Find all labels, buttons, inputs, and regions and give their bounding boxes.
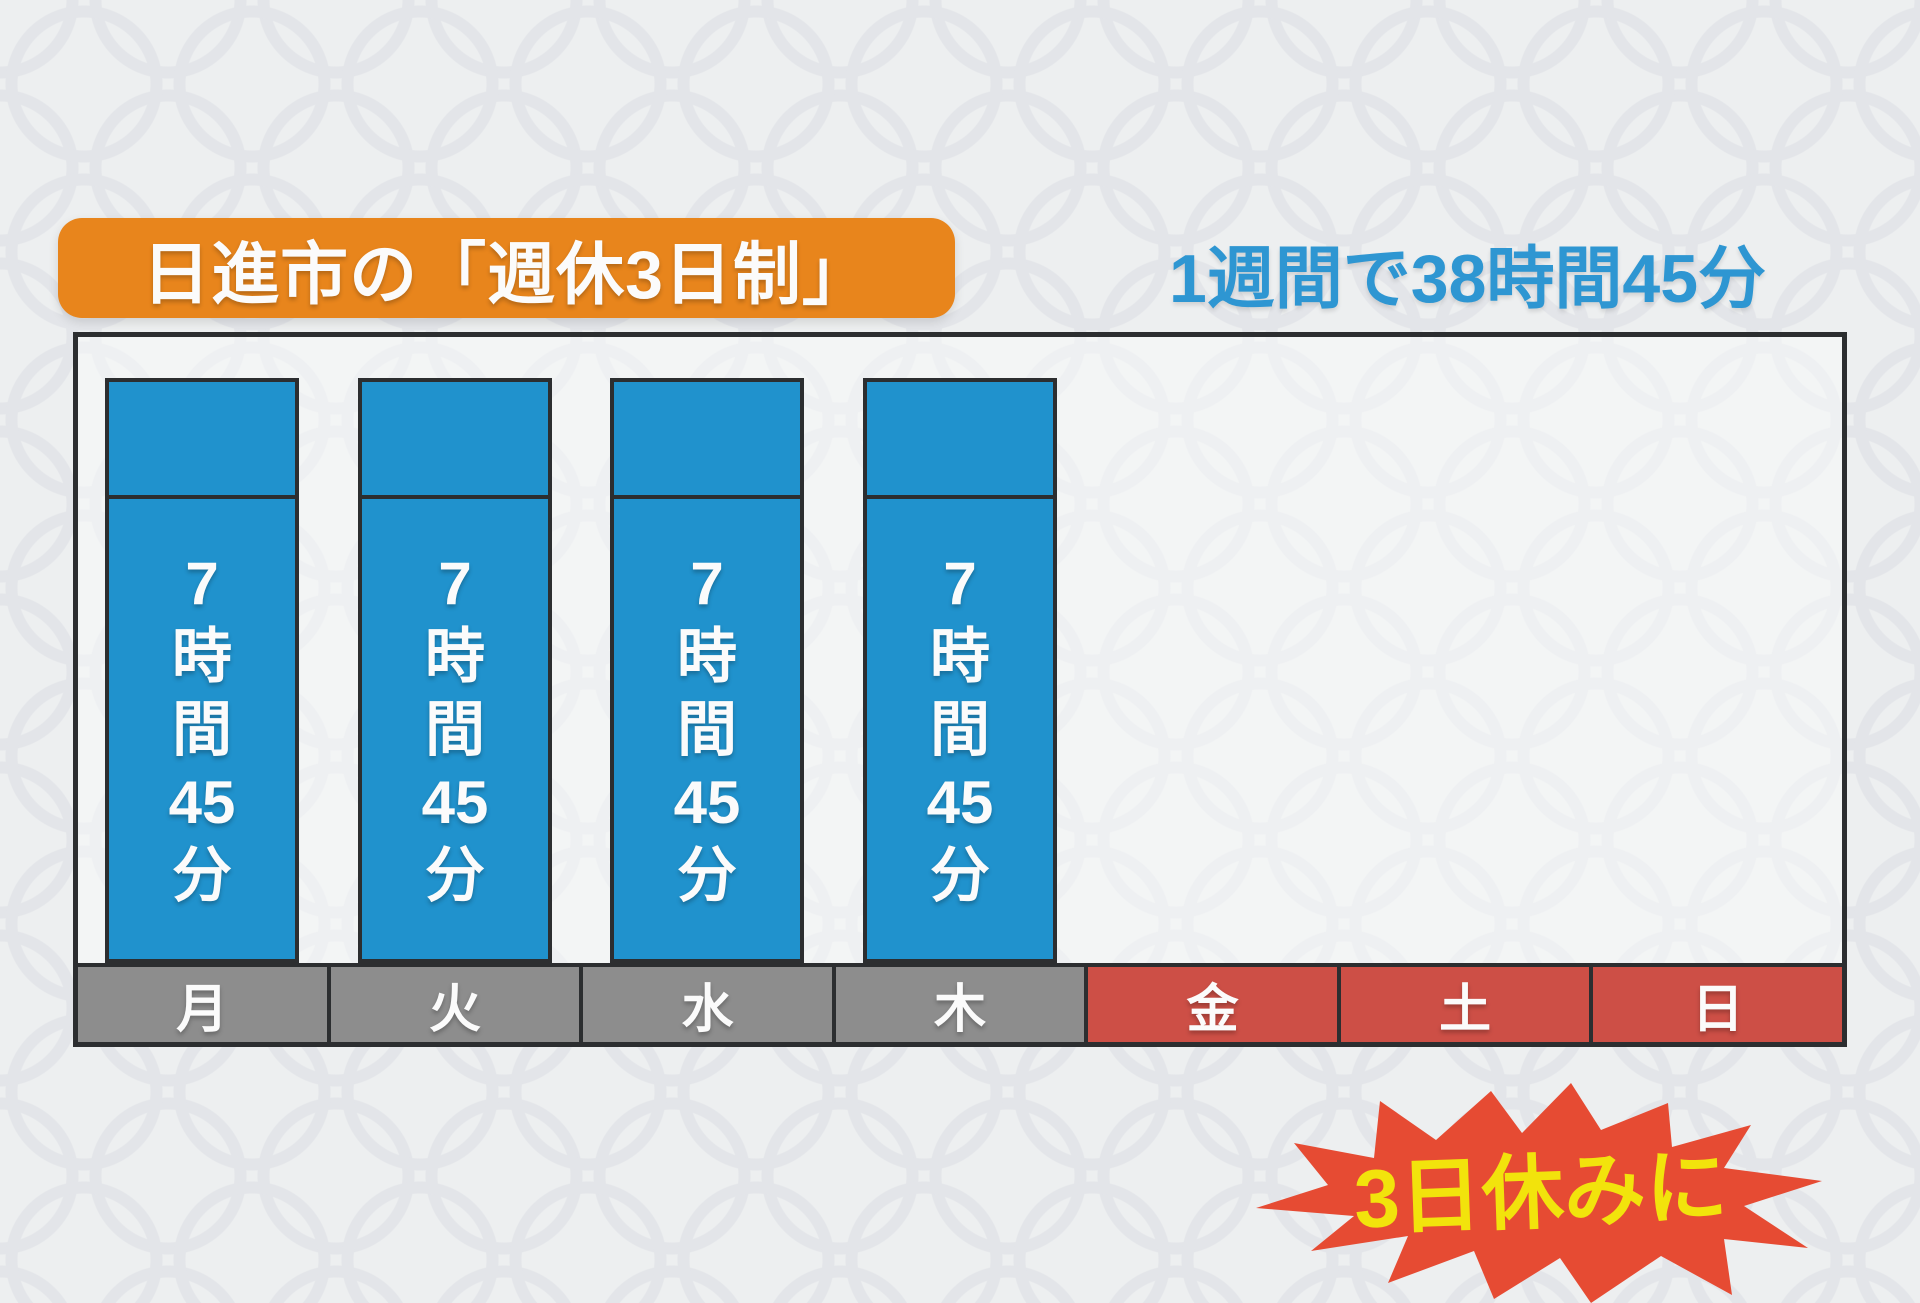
bar-top-segment: [362, 382, 548, 499]
day-cell-金: 金: [1084, 967, 1337, 1042]
title-banner: 日進市の「週休3日制」: [58, 218, 955, 318]
bar-top-segment: [614, 382, 800, 499]
bar-火: 7 時間 45 分: [358, 378, 552, 963]
weekly-total-label: 1週間で38時間45分: [1168, 240, 1767, 317]
bar-duration-label: 7 時間 45 分: [421, 549, 489, 909]
weekly-total: 1週間で38時間45分: [1095, 228, 1840, 317]
bar-top-segment: [109, 382, 295, 499]
day-row: 月火水木金土日: [78, 963, 1843, 1042]
bar-水: 7 時間 45 分: [610, 378, 804, 963]
day-cell-木: 木: [831, 967, 1085, 1042]
starburst-label: 3日休みに: [1353, 1142, 1730, 1246]
title-banner-label: 日進市の「週休3日制」: [142, 236, 871, 313]
three-days-off-starburst: 3日休みに: [1256, 1083, 1822, 1303]
bar-duration-label: 7 時間 45 分: [673, 549, 741, 909]
bar-月: 7 時間 45 分: [105, 378, 299, 963]
day-cell-日: 日: [1589, 967, 1843, 1042]
day-cell-水: 水: [579, 967, 832, 1042]
bar-duration-label: 7 時間 45 分: [168, 549, 236, 909]
bar-木: 7 時間 45 分: [863, 378, 1057, 963]
day-cell-月: 月: [78, 967, 327, 1042]
day-cell-土: 土: [1336, 967, 1590, 1042]
chart-area: 月火水木金土日 3日休みに 7 時間 45 分 7 時間 45 分 7 時間 45 分 7 時間 45 分: [73, 332, 1847, 1303]
day-cell-火: 火: [326, 967, 580, 1042]
bar-top-segment: [867, 382, 1053, 499]
bar-duration-label: 7 時間 45 分: [926, 549, 994, 909]
